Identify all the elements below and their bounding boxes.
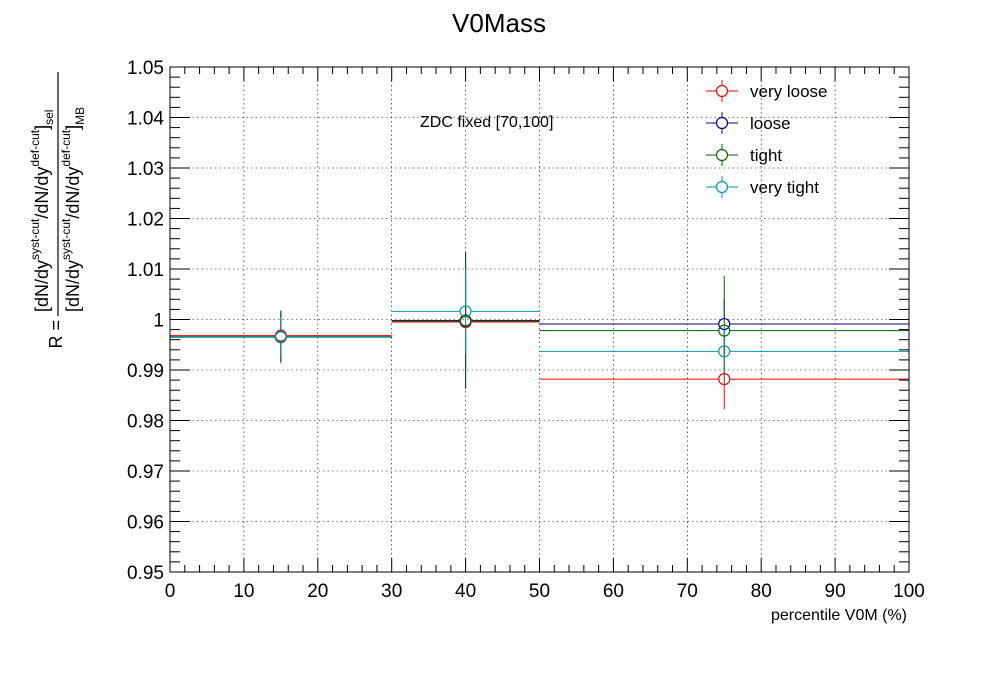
y-tick-labels: 0.95 0.96 0.97 0.98 0.99 1 1.01 1.02 1.03 1.04 1.0… <box>127 58 164 584</box>
annotation-zdc: ZDC fixed [70,100] <box>420 114 553 131</box>
data-point <box>718 345 731 358</box>
data-point <box>718 372 731 386</box>
legend: very loose loose tight very tight <box>706 80 827 198</box>
y-tick-label: 0.99 <box>127 361 164 382</box>
legend-entry: loose <box>706 112 791 134</box>
data-points <box>274 305 731 386</box>
bin-lines <box>170 252 909 410</box>
y-tick-label: 1.02 <box>127 210 164 231</box>
x-tick-label: 100 <box>893 581 925 602</box>
y-axis-label: R = [dN/dysyst-cut/dN/dydef-cut]sel [dN/… <box>28 72 87 349</box>
y-tick-label: 0.97 <box>127 462 164 483</box>
x-tick-label: 10 <box>233 581 254 602</box>
x-tick-label: 20 <box>307 581 328 602</box>
data-point <box>459 314 472 328</box>
axis-ticks <box>169 66 910 573</box>
legend-label: very loose <box>750 82 827 101</box>
legend-marker <box>715 148 729 162</box>
legend-entry: very tight <box>706 176 819 198</box>
legend-marker <box>715 84 729 98</box>
y-label-denominator: [dN/dysyst-cut/dN/dydef-cut]MB <box>59 107 87 312</box>
data-point <box>718 324 731 337</box>
legend-marker <box>715 116 729 130</box>
x-tick-label: 80 <box>751 581 772 602</box>
y-tick-label: 0.98 <box>127 412 164 433</box>
legend-marker <box>715 180 729 194</box>
x-tick-label: 0 <box>165 581 176 602</box>
data-point <box>274 330 287 343</box>
x-tick-label: 90 <box>825 581 846 602</box>
legend-label: very tight <box>750 178 819 197</box>
x-axis-label: percentile V0M (%) <box>771 607 907 624</box>
y-tick-label: 1.04 <box>127 109 164 130</box>
legend-entry: very loose <box>706 80 827 102</box>
legend-label: tight <box>750 146 782 165</box>
y-tick-label: 1.03 <box>127 159 164 180</box>
chart-title: V0Mass <box>452 8 546 38</box>
y-tick-label: 0.95 <box>127 563 164 584</box>
y-tick-label: 0.96 <box>127 513 164 534</box>
x-tick-labels: 0 10 20 30 40 50 60 70 80 90 100 <box>165 581 925 602</box>
data-point <box>718 317 731 331</box>
x-tick-label: 50 <box>529 581 550 602</box>
y-tick-label: 1 <box>153 311 164 332</box>
legend-entry: tight <box>706 144 782 166</box>
x-tick-label: 60 <box>603 581 624 602</box>
legend-label: loose <box>750 114 791 133</box>
y-label-numerator: [dN/dysyst-cut/dN/dydef-cut]sel <box>28 110 56 312</box>
x-tick-label: 70 <box>677 581 698 602</box>
y-tick-label: 1.05 <box>127 58 164 79</box>
x-tick-label: 40 <box>455 581 476 602</box>
y-label-prefix: R = <box>46 320 66 349</box>
x-tick-label: 30 <box>381 581 402 602</box>
y-tick-label: 1.01 <box>127 260 164 281</box>
data-point <box>459 305 472 318</box>
